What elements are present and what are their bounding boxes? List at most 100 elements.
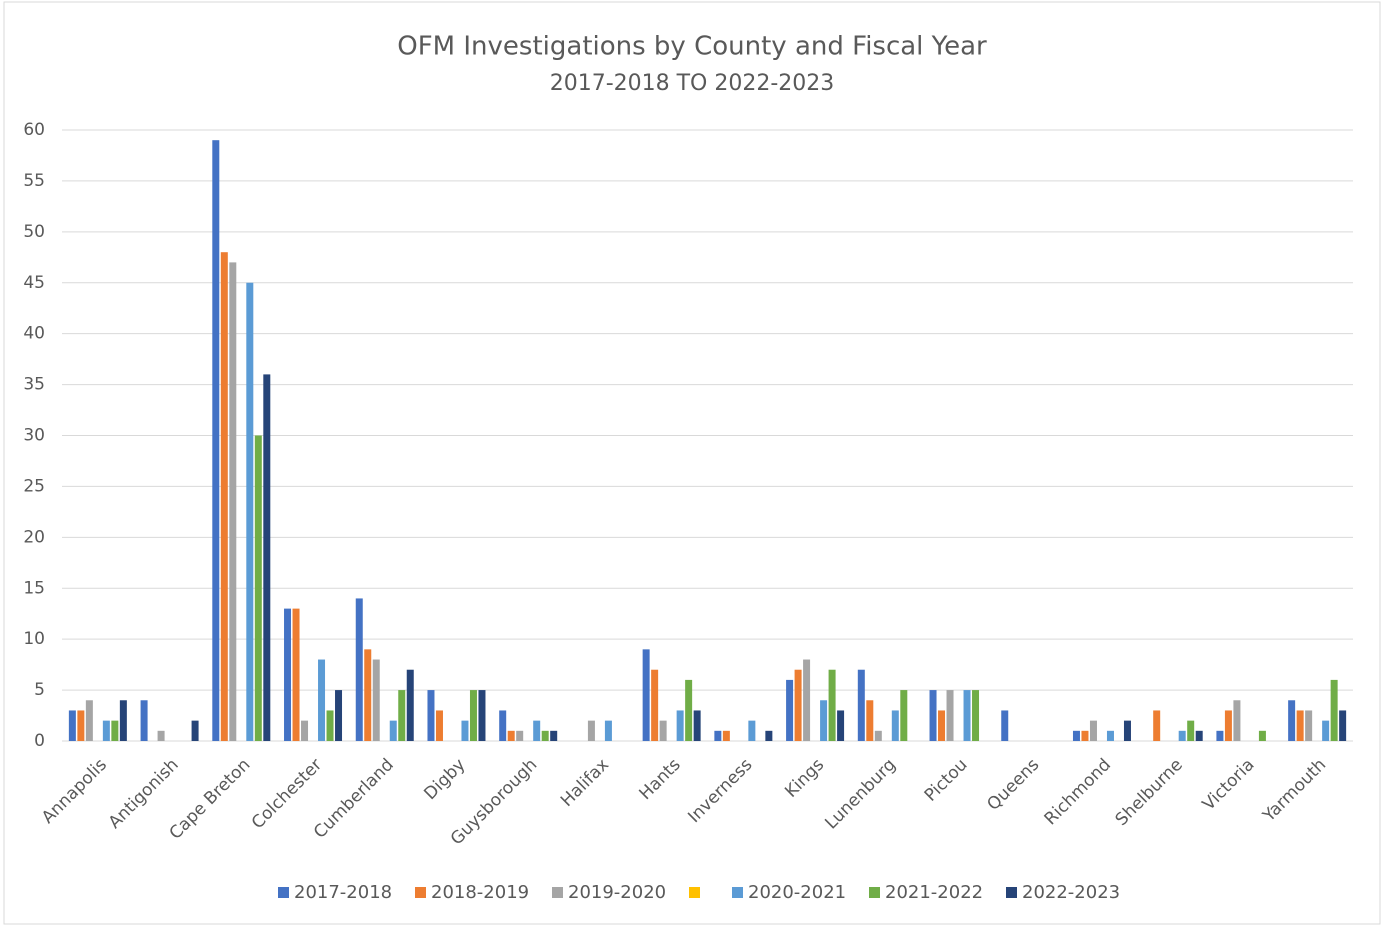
bar <box>550 730 558 741</box>
y-tick-label: 25 <box>23 476 45 496</box>
legend-swatch <box>415 887 426 898</box>
bar <box>335 690 343 741</box>
bar <box>85 700 93 741</box>
bar <box>263 374 271 741</box>
legend-label: 2021-2022 <box>885 882 983 903</box>
bar <box>676 710 684 741</box>
y-tick-label: 5 <box>34 680 45 700</box>
bar <box>533 720 541 741</box>
bar <box>1339 710 1347 741</box>
bar <box>765 730 773 741</box>
y-tick-label: 15 <box>23 578 45 598</box>
bar <box>642 649 650 741</box>
legend-swatch <box>552 887 563 898</box>
bar <box>254 435 262 741</box>
bar <box>191 720 199 741</box>
bar <box>1123 720 1131 741</box>
bar <box>1296 710 1304 741</box>
bar <box>748 720 756 741</box>
legend-label: 2022-2023 <box>1022 882 1120 903</box>
bar <box>102 720 110 741</box>
y-tick-label: 45 <box>23 273 45 293</box>
bar <box>541 730 549 741</box>
bar <box>874 730 882 741</box>
bar <box>1224 710 1232 741</box>
bar <box>1216 730 1224 741</box>
bar <box>1330 679 1338 741</box>
bar <box>866 700 874 741</box>
bar <box>900 690 908 741</box>
bar <box>972 690 980 741</box>
bar <box>68 710 76 741</box>
bar <box>604 720 612 741</box>
bar <box>1001 710 1009 741</box>
bar <box>1195 730 1203 741</box>
bar <box>1258 730 1266 741</box>
bar <box>469 690 477 741</box>
bar <box>1153 710 1161 741</box>
bar <box>1305 710 1313 741</box>
bar <box>651 669 659 741</box>
bar <box>301 720 309 741</box>
bar <box>1178 730 1186 741</box>
bar <box>685 679 693 741</box>
bar <box>398 690 406 741</box>
legend-swatch <box>732 887 743 898</box>
bar <box>659 720 667 741</box>
bar <box>292 608 300 741</box>
bar <box>284 608 292 741</box>
bar <box>229 262 237 741</box>
bar <box>794 669 802 741</box>
legend-label: 2019-2020 <box>568 882 666 903</box>
y-tick-label: 35 <box>23 375 45 395</box>
bar <box>938 710 946 741</box>
bar <box>587 720 595 741</box>
bar <box>1106 730 1114 741</box>
bar <box>435 710 443 741</box>
legend-swatch <box>869 887 880 898</box>
y-tick-label: 10 <box>23 629 45 649</box>
legend-swatch <box>278 887 289 898</box>
bar <box>693 710 701 741</box>
legend-label: 2018-2019 <box>431 882 529 903</box>
bar <box>946 690 954 741</box>
bar <box>389 720 397 741</box>
bar <box>326 710 334 741</box>
bar <box>516 730 524 741</box>
bar <box>722 730 730 741</box>
bar <box>1233 700 1241 741</box>
bar <box>318 659 326 741</box>
y-tick-label: 0 <box>34 731 45 751</box>
bar <box>786 679 794 741</box>
bar <box>1322 720 1330 741</box>
bar <box>1081 730 1089 741</box>
bar <box>119 700 127 741</box>
bar <box>212 140 220 741</box>
y-tick-label: 20 <box>23 527 45 547</box>
bar <box>427 690 435 741</box>
y-tick-label: 30 <box>23 426 45 446</box>
bar <box>157 730 165 741</box>
bar <box>478 690 486 741</box>
bar <box>246 282 254 741</box>
bar <box>406 669 414 741</box>
bar <box>77 710 85 741</box>
bar <box>461 720 469 741</box>
bar <box>929 690 937 741</box>
bar <box>355 598 363 741</box>
y-tick-label: 55 <box>23 171 45 191</box>
legend-swatch <box>689 887 700 898</box>
bar <box>963 690 971 741</box>
y-tick-label: 60 <box>23 120 45 140</box>
bar <box>220 252 228 741</box>
bar <box>891 710 899 741</box>
bar <box>364 649 372 741</box>
bar <box>837 710 845 741</box>
bar <box>1187 720 1195 741</box>
bar <box>111 720 119 741</box>
chart-title: OFM Investigations by County and Fiscal … <box>397 32 987 62</box>
bar <box>828 669 836 741</box>
bar <box>857 669 865 741</box>
legend-swatch <box>1006 887 1017 898</box>
